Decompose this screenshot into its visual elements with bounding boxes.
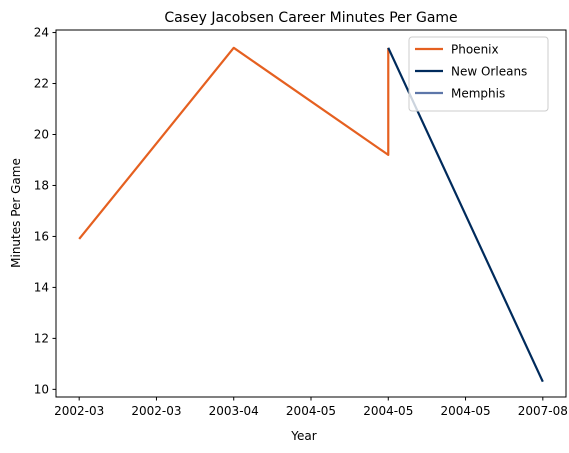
y-tick-label: 10 (34, 382, 49, 396)
y-axis: 10 12 14 16 18 20 22 24 (34, 26, 56, 396)
x-axis: 2002-03 2002-03 2003-04 2004-05 2004-05 2004-… (54, 397, 568, 418)
x-tick-label: 2002-03 (54, 404, 104, 418)
y-tick-label: 18 (34, 178, 49, 192)
chart-title: Casey Jacobsen Career Minutes Per Game (164, 10, 457, 26)
y-tick-label: 22 (34, 77, 49, 91)
x-tick-label: 2004-05 (286, 404, 336, 418)
legend-entry-label: Phoenix (451, 43, 499, 57)
x-tick-label: 2007-08 (518, 404, 568, 418)
x-tick-label: 2004-05 (363, 404, 413, 418)
y-tick-label: 14 (34, 280, 49, 294)
y-tick-label: 24 (34, 26, 49, 40)
legend-entry-label: New Orleans (451, 65, 527, 79)
y-tick-label: 20 (34, 127, 49, 141)
x-tick-label: 2004-05 (440, 404, 490, 418)
y-tick-label: 16 (34, 229, 49, 243)
series-line-0 (78, 46, 390, 240)
x-tick-label: 2003-04 (209, 404, 259, 418)
legend-box (408, 36, 549, 112)
legend-entry-label: Memphis (451, 87, 505, 101)
x-axis-label: Year (290, 429, 316, 443)
x-tick-label: 2002-03 (131, 404, 181, 418)
y-axis-label: Minutes Per Game (9, 158, 23, 268)
y-tick-label: 12 (34, 331, 49, 345)
legend: Phoenix New Orleans Memphis (408, 36, 549, 112)
